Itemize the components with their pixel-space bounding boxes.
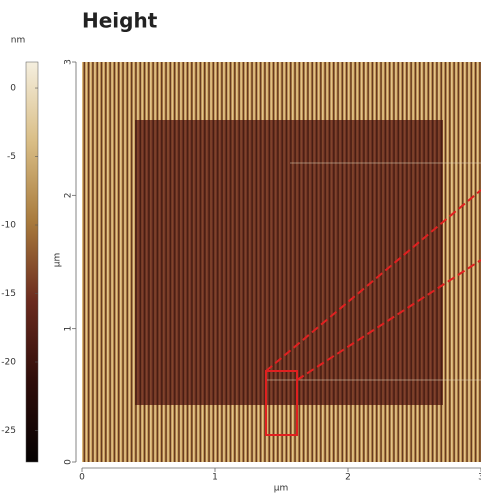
colorbar-tick-label: -25 bbox=[1, 426, 16, 436]
colorbar-tick-label: -20 bbox=[1, 358, 16, 368]
colorbar-label: nm bbox=[11, 36, 25, 46]
x-tick-label: 2 bbox=[345, 473, 351, 483]
colorbar bbox=[26, 62, 38, 462]
chart-title: Height bbox=[82, 9, 158, 33]
colorbar-tick-label: -5 bbox=[7, 152, 16, 162]
y-tick-label: 0 bbox=[64, 459, 74, 465]
chart: Height nm µm µm 0-5-10-15-20-2501230123 bbox=[0, 0, 481, 493]
colorbar-tick-label: -15 bbox=[1, 289, 16, 299]
x-axis-label: µm bbox=[274, 484, 289, 493]
x-tick-label: 0 bbox=[79, 473, 85, 483]
colorbar-tick-label: 0 bbox=[10, 84, 16, 94]
y-axis-label: µm bbox=[53, 253, 63, 268]
x-tick-label: 1 bbox=[212, 473, 218, 483]
y-tick-label: 1 bbox=[64, 326, 74, 332]
y-tick-label: 3 bbox=[64, 59, 74, 65]
y-tick-label: 2 bbox=[64, 192, 74, 198]
colorbar-tick-label: -10 bbox=[1, 221, 16, 231]
